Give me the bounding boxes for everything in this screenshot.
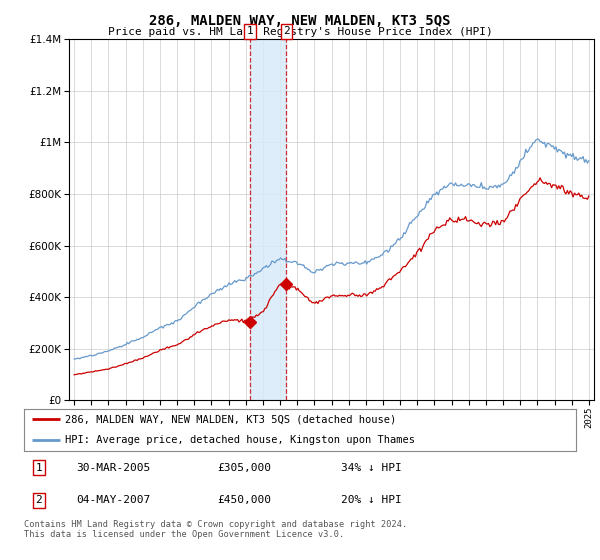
Text: 1: 1 xyxy=(247,26,253,36)
Text: 1: 1 xyxy=(35,463,42,473)
Text: 286, MALDEN WAY, NEW MALDEN, KT3 5QS: 286, MALDEN WAY, NEW MALDEN, KT3 5QS xyxy=(149,14,451,28)
Text: Price paid vs. HM Land Registry's House Price Index (HPI): Price paid vs. HM Land Registry's House … xyxy=(107,27,493,37)
Text: 286, MALDEN WAY, NEW MALDEN, KT3 5QS (detached house): 286, MALDEN WAY, NEW MALDEN, KT3 5QS (de… xyxy=(65,414,397,424)
Text: 04-MAY-2007: 04-MAY-2007 xyxy=(76,495,151,505)
Text: Contains HM Land Registry data © Crown copyright and database right 2024.
This d: Contains HM Land Registry data © Crown c… xyxy=(24,520,407,539)
Text: 30-MAR-2005: 30-MAR-2005 xyxy=(76,463,151,473)
Text: £305,000: £305,000 xyxy=(217,463,271,473)
Text: 34% ↓ HPI: 34% ↓ HPI xyxy=(341,463,402,473)
Text: £450,000: £450,000 xyxy=(217,495,271,505)
Text: 20% ↓ HPI: 20% ↓ HPI xyxy=(341,495,402,505)
Text: 2: 2 xyxy=(283,26,290,36)
Text: 2: 2 xyxy=(35,495,42,505)
Bar xyxy=(250,39,286,400)
Text: HPI: Average price, detached house, Kingston upon Thames: HPI: Average price, detached house, King… xyxy=(65,435,415,445)
